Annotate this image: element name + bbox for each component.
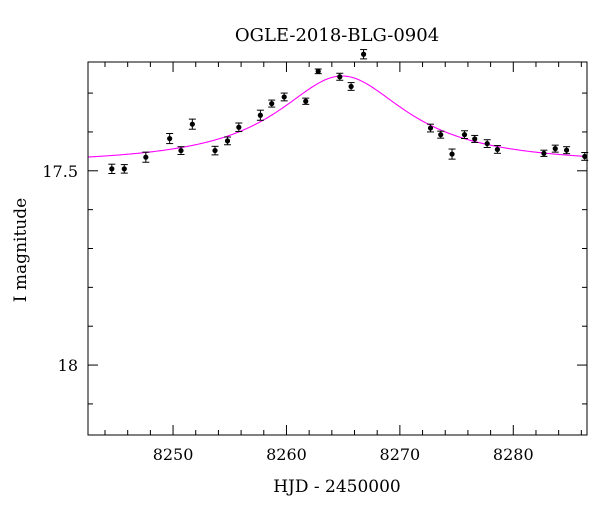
data-point	[223, 136, 231, 146]
data-marker	[109, 166, 115, 172]
x-tick-label: 8250	[153, 445, 194, 464]
data-point	[336, 72, 344, 81]
data-point	[426, 123, 434, 133]
data-point	[188, 118, 196, 130]
data-marker	[269, 100, 275, 107]
data-marker	[212, 147, 218, 154]
data-marker	[167, 135, 173, 142]
data-marker	[121, 166, 127, 172]
data-marker	[189, 121, 195, 127]
data-marker	[472, 136, 478, 142]
y-axis-label: I magnitude	[11, 198, 31, 302]
data-point	[483, 139, 491, 148]
data-marker	[178, 147, 184, 154]
data-marker	[449, 151, 455, 157]
axes-layer: 82508260827082801717.518	[42, 61, 588, 464]
model-curve-layer	[87, 75, 588, 158]
chart-title: OGLE-2018-BLG-0904	[235, 25, 439, 46]
data-point	[211, 145, 219, 156]
data-point	[314, 68, 322, 75]
data-marker	[348, 83, 354, 90]
plot-frame	[87, 61, 588, 436]
data-marker	[360, 51, 367, 57]
x-axis-label: HJD - 2450000	[273, 477, 401, 497]
data-point	[177, 146, 185, 155]
data-marker	[303, 98, 309, 104]
data-point	[302, 97, 310, 105]
data-marker	[552, 146, 558, 152]
data-marker	[337, 74, 343, 80]
data-point	[493, 145, 501, 154]
y-tick-label: 18	[58, 356, 78, 375]
data-point	[142, 151, 150, 163]
data-marker	[257, 112, 263, 118]
data-marker	[582, 153, 588, 160]
data-point	[551, 144, 559, 153]
data-marker	[427, 125, 434, 131]
data-points-layer	[108, 49, 589, 175]
data-point	[280, 92, 288, 102]
data-marker	[461, 132, 468, 138]
data-marker	[143, 154, 149, 160]
data-point	[540, 149, 548, 157]
data-point	[256, 109, 264, 121]
y-tick-label: 17.5	[42, 162, 78, 181]
data-marker	[315, 68, 321, 74]
model-curve	[87, 75, 588, 158]
data-point	[108, 163, 116, 175]
data-marker	[236, 124, 242, 130]
data-point	[166, 132, 174, 145]
data-point	[360, 49, 368, 60]
data-point	[347, 82, 355, 91]
data-marker	[281, 94, 287, 100]
data-marker	[494, 146, 501, 153]
data-marker	[438, 132, 444, 138]
data-point	[461, 130, 469, 140]
data-marker	[224, 138, 231, 144]
data-point	[437, 130, 445, 139]
data-marker	[563, 147, 570, 153]
x-tick-label: 8280	[493, 445, 534, 464]
data-marker	[484, 140, 490, 147]
data-point	[471, 134, 479, 143]
data-point	[448, 148, 456, 160]
data-point	[268, 99, 276, 108]
data-point	[563, 146, 571, 155]
data-marker	[541, 150, 547, 156]
data-point	[235, 122, 243, 133]
data-point	[120, 164, 128, 174]
x-tick-label: 8260	[266, 445, 307, 464]
x-tick-label: 8270	[380, 445, 421, 464]
